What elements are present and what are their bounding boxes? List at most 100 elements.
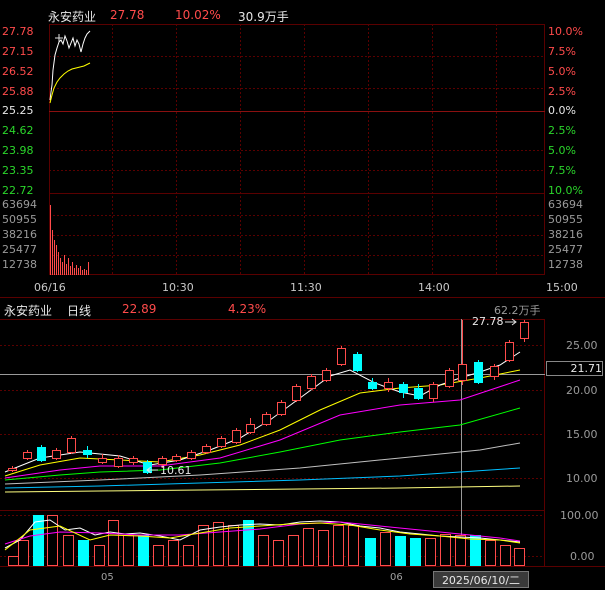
cross-icon xyxy=(55,34,63,42)
volume-bar xyxy=(318,530,329,566)
month-tick: 05 xyxy=(101,572,114,583)
change-percent: 10.02% xyxy=(175,8,221,22)
candle-body xyxy=(399,384,408,393)
candle-body xyxy=(337,348,346,365)
stock-name[interactable]: 永安药业 xyxy=(48,10,97,24)
price-tick: 27.78 xyxy=(2,25,34,38)
price-tick: 26.52 xyxy=(2,65,34,78)
daily-vol-tick: 0.00 xyxy=(570,550,595,563)
candle-body xyxy=(232,430,241,443)
daily-price-tick: 15.00 xyxy=(566,428,598,441)
pct-tick: 2.5% xyxy=(548,124,576,137)
daily-value: 22.89 xyxy=(122,302,157,316)
price-tick: 27.15 xyxy=(2,45,34,58)
volume-bar xyxy=(183,545,194,566)
volume-bar xyxy=(455,535,466,566)
volume-bar xyxy=(138,535,149,566)
candle-body xyxy=(520,322,529,339)
volume-max: 62.2万手 xyxy=(494,304,541,317)
volume-bar xyxy=(213,522,224,566)
candle-body xyxy=(98,458,107,463)
price-tick: 23.35 xyxy=(2,164,34,177)
month-tick: 06 xyxy=(390,572,403,583)
volume-bar xyxy=(198,525,209,566)
period-label[interactable]: 日线 xyxy=(67,304,92,318)
price-tick: 25.88 xyxy=(2,85,34,98)
time-tick: 15:00 xyxy=(546,281,578,294)
intraday-header: 永安药业 27.78 10.02% 30.9万手 xyxy=(0,8,605,24)
candle-body xyxy=(52,450,61,459)
ma60-line xyxy=(4,442,521,485)
volume-bar xyxy=(514,548,525,566)
volume-bar xyxy=(410,538,421,566)
volume-bar xyxy=(168,540,179,566)
daily-price-tick: 25.00 xyxy=(566,339,598,352)
pct-tick: 5.0% xyxy=(548,65,576,78)
volume-tick: 12738 xyxy=(2,258,37,271)
volume-bar xyxy=(365,538,376,566)
candle-body xyxy=(202,446,211,453)
pct-tick: 7.5% xyxy=(548,45,576,58)
price-tick: 25.25 xyxy=(2,104,34,117)
date-tag: 2025/06/10/二 xyxy=(433,571,529,588)
volume-bar xyxy=(8,556,19,566)
candle-body xyxy=(429,384,438,399)
ma20-line xyxy=(4,379,521,479)
pct-tick: 2.5% xyxy=(548,85,576,98)
daily-stock-name[interactable]: 永安药业 xyxy=(4,304,53,318)
volume-bar xyxy=(333,525,344,566)
candle-body xyxy=(292,386,301,401)
low-arrow-icon xyxy=(146,466,158,474)
volume-bar xyxy=(440,534,451,566)
candle-body xyxy=(158,458,167,465)
candle-body xyxy=(37,447,46,461)
daily-vol-tick: 100.00 xyxy=(560,509,599,522)
daily-price-tick: 20.00 xyxy=(566,384,598,397)
candle-body xyxy=(246,424,255,433)
daily-pct: 4.23% xyxy=(228,302,267,316)
daily-price-tick: 10.00 xyxy=(566,472,598,485)
candle-body xyxy=(445,370,454,387)
intraday-grid xyxy=(49,24,545,275)
daily-volume-bars xyxy=(8,515,525,566)
current-price: 27.78 xyxy=(110,8,145,22)
volume-bar xyxy=(273,540,284,566)
volume-tick: 25477 xyxy=(2,243,37,256)
candle-body xyxy=(474,362,483,383)
crosshair-price-tag: 21.71 xyxy=(546,361,603,376)
volume-bar xyxy=(123,535,134,566)
candle-body xyxy=(129,458,138,463)
intraday-volume-bars xyxy=(50,205,89,275)
volume-bar xyxy=(500,545,511,566)
high-label: 27.78 xyxy=(472,315,504,328)
time-tick: 14:00 xyxy=(418,281,450,294)
volume-bar xyxy=(94,545,105,566)
candle-body xyxy=(143,462,152,473)
low-label: 10.61 xyxy=(160,464,192,477)
volume-bar xyxy=(470,535,481,566)
volume-bar xyxy=(243,520,254,566)
volume-bar xyxy=(78,540,89,566)
volume-bar xyxy=(258,535,269,566)
volume-bar xyxy=(485,540,496,566)
candle-body xyxy=(505,342,514,361)
volume-bar xyxy=(288,535,299,566)
candle-body xyxy=(368,382,377,389)
candle-body xyxy=(83,450,92,455)
daily-header: 永安药业 日线 22.89 4.23% 62.2万手 xyxy=(0,302,545,318)
candle-body xyxy=(67,438,76,453)
candle-body xyxy=(8,468,17,471)
pct-tick: 7.5% xyxy=(548,164,576,177)
volume-tick: 38216 xyxy=(548,228,583,241)
time-tick: 06/16 xyxy=(34,281,66,294)
volume-bar xyxy=(425,538,436,566)
volume-bar xyxy=(395,536,406,566)
pct-tick: 5.0% xyxy=(548,144,576,157)
volume-tick: 12738 xyxy=(548,258,583,271)
candle-body xyxy=(277,402,286,415)
candle-body xyxy=(172,456,181,461)
candle-body xyxy=(23,452,32,459)
pct-tick: 10.0% xyxy=(548,25,583,38)
time-tick: 11:30 xyxy=(290,281,322,294)
